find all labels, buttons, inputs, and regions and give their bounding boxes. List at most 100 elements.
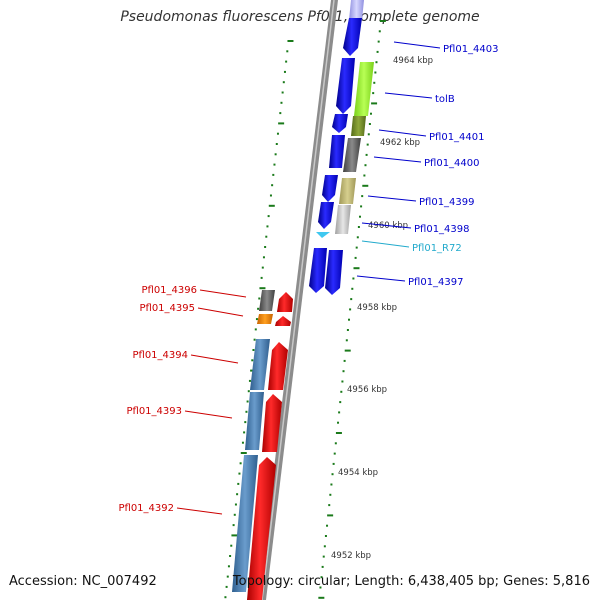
tick-mark [367, 133, 370, 136]
tick-mark [368, 123, 371, 125]
tick-mark [372, 92, 375, 95]
gene-feature[interactable] [316, 232, 330, 238]
accession-text: Accession: NC_007492 [9, 574, 157, 589]
gene-feature[interactable] [318, 202, 334, 229]
gene-feature[interactable] [335, 205, 351, 234]
tick-mark [233, 513, 236, 516]
tick-mark [275, 143, 278, 145]
tick-mark [244, 421, 247, 424]
gene-feature[interactable] [343, 18, 362, 56]
tick-mark [232, 524, 235, 527]
gene-label[interactable]: Pfl01_4403 [443, 44, 499, 55]
gene-feature[interactable] [354, 62, 374, 116]
reverse-strand [232, 290, 293, 600]
tick-mark [241, 441, 244, 444]
gene-feature[interactable] [257, 314, 273, 324]
tick-mark [264, 246, 267, 248]
tick-mark [379, 20, 386, 22]
gene-label[interactable]: tolB [435, 94, 455, 105]
gene-feature[interactable] [349, 0, 364, 20]
gene-feature[interactable] [259, 290, 275, 311]
tick-mark [348, 318, 351, 321]
gene-feature[interactable] [268, 342, 288, 390]
tick-mark [282, 81, 285, 84]
gene-feature[interactable] [250, 339, 270, 390]
tick-mark [265, 235, 268, 238]
tick-mark [276, 132, 279, 135]
tick-mark [227, 565, 230, 568]
gene-feature[interactable] [336, 58, 355, 114]
tick-mark [240, 452, 247, 454]
gene-feature[interactable] [332, 114, 348, 133]
tick-mark [362, 184, 369, 187]
gene-feature[interactable] [277, 292, 293, 312]
tick-mark [237, 482, 240, 485]
tick-mark [326, 524, 329, 527]
gene-label[interactable]: Pfl01_4397 [408, 277, 464, 288]
tick-mark [287, 40, 294, 42]
scale-label: 4956 kbp [347, 385, 387, 395]
tick-mark [333, 452, 336, 455]
tick-mark [350, 298, 353, 301]
tick-mark [355, 246, 358, 249]
tick-mark [268, 204, 275, 207]
gene-feature[interactable] [351, 116, 366, 136]
gene-label[interactable]: Pfl01_4399 [419, 197, 475, 208]
tick-mark [338, 411, 341, 414]
gene-label[interactable]: Pfl01_4400 [424, 158, 480, 169]
gene-feature[interactable] [343, 138, 361, 172]
gene-feature[interactable] [309, 248, 327, 293]
gene-feature[interactable] [339, 178, 356, 204]
gene-label[interactable]: Pfl01_4395 [139, 303, 195, 314]
tick-mark [328, 504, 331, 507]
tick-mark [378, 30, 381, 33]
tick-mark [358, 215, 361, 218]
tick-mark [234, 503, 237, 506]
reverse-labels: Pfl01_4396 Pfl01_4395 Pfl01_4394 Pfl01_4… [118, 285, 247, 515]
tick-mark [363, 174, 366, 177]
gene-feature[interactable] [325, 250, 343, 295]
gene-label[interactable]: Pfl01_4393 [126, 406, 182, 417]
tick-mark [341, 380, 344, 383]
tick-mark [352, 277, 355, 280]
tick-mark [255, 318, 258, 321]
gene-feature[interactable] [232, 455, 258, 592]
tick-mark [269, 194, 272, 197]
tick-mark [346, 329, 349, 331]
tick-mark [330, 483, 333, 486]
tick-mark [271, 184, 274, 187]
gene-label[interactable]: Pfl01_4394 [132, 350, 188, 361]
tick-mark [229, 555, 232, 557]
tick-marks [224, 20, 386, 599]
gene-label[interactable]: Pfl01_4392 [118, 503, 174, 514]
scale-labels: 4964 kbp 4962 kbp 4960 kbp 4958 kbp 4956… [331, 56, 433, 561]
tick-mark [226, 575, 229, 578]
gene-feature[interactable] [329, 135, 345, 168]
gene-feature[interactable] [322, 175, 338, 202]
tick-mark [335, 432, 342, 434]
tick-mark [331, 473, 334, 476]
tick-mark [360, 205, 363, 208]
tick-mark [247, 390, 250, 393]
gene-feature[interactable] [245, 392, 264, 450]
gene-feature[interactable] [262, 394, 282, 452]
tick-mark [343, 359, 346, 362]
tick-mark [257, 307, 260, 310]
gene-label[interactable]: Pfl01_4398 [414, 224, 470, 235]
tick-mark [262, 256, 265, 259]
gene-label[interactable]: Pfl01_R72 [412, 243, 462, 254]
tick-mark [273, 163, 276, 166]
tick-mark [321, 565, 324, 568]
gene-feature[interactable] [275, 316, 291, 326]
gene-feature[interactable] [247, 457, 276, 600]
gene-label[interactable]: Pfl01_4396 [141, 285, 197, 296]
gene-label[interactable]: Pfl01_4401 [429, 132, 485, 143]
tick-mark [274, 153, 277, 156]
tick-mark [286, 50, 289, 53]
tick-mark [327, 514, 334, 517]
tick-mark [267, 215, 270, 218]
tick-mark [248, 379, 251, 382]
tick-mark [324, 535, 327, 537]
scale-label: 4954 kbp [338, 468, 378, 478]
